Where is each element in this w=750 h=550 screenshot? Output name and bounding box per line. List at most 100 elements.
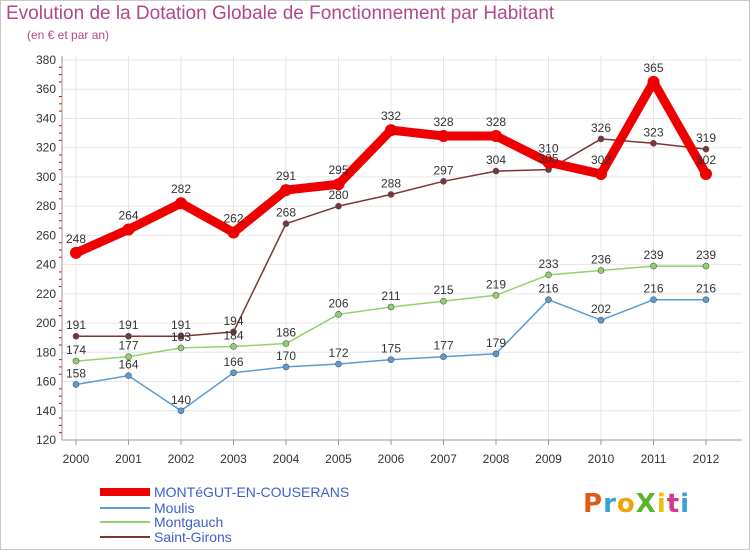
data-point — [492, 167, 500, 175]
data-label: 248 — [66, 232, 86, 246]
data-point — [230, 369, 237, 377]
data-label: 302 — [591, 153, 611, 167]
data-label: 175 — [381, 342, 401, 356]
data-label: 186 — [276, 326, 296, 340]
logo-letter: o — [616, 489, 636, 519]
data-point — [385, 124, 397, 137]
data-label: 206 — [328, 296, 348, 310]
data-label: 215 — [433, 283, 453, 297]
data-label: 236 — [591, 252, 611, 266]
data-label: 264 — [118, 209, 138, 223]
y-tick-label: 200 — [36, 316, 56, 330]
logo-letter: X — [635, 489, 657, 519]
data-point — [387, 191, 395, 198]
legend-item-montegut: MONTéGUT-EN-COUSERANS — [100, 484, 350, 500]
legend-swatch — [100, 521, 150, 523]
logo-letter: P — [583, 489, 604, 519]
legend-label: MONTéGUT-EN-COUSERANS — [154, 484, 350, 500]
data-label: 158 — [66, 366, 86, 380]
chart-title: Evolution de la Dotation Globale de Fonc… — [6, 3, 555, 24]
data-point — [230, 343, 237, 350]
legend-item-saint-girons: Saint-Girons — [100, 529, 232, 545]
data-label: 194 — [223, 314, 243, 328]
data-point — [125, 353, 132, 360]
chart-subtitle: (en € et par an) — [27, 28, 110, 42]
x-tick-label: 2010 — [588, 452, 615, 466]
x-tick-label: 2005 — [325, 452, 352, 466]
data-label: 216 — [538, 282, 558, 296]
data-label: 211 — [381, 289, 400, 303]
y-tick-label: 340 — [36, 111, 56, 125]
data-label: 191 — [118, 318, 138, 332]
data-point — [175, 197, 187, 210]
data-point — [335, 202, 342, 210]
data-label: 268 — [276, 206, 296, 220]
y-tick-label: 180 — [36, 345, 56, 359]
data-point — [437, 130, 450, 142]
data-point — [545, 296, 552, 303]
data-point — [492, 350, 500, 358]
proxiti-logo: ProXiti — [583, 489, 690, 519]
data-label: 297 — [433, 163, 453, 177]
data-point — [650, 262, 657, 270]
data-label: 239 — [696, 248, 716, 262]
data-label: 183 — [171, 330, 191, 344]
data-point — [490, 130, 502, 142]
data-point — [335, 311, 342, 318]
y-tick-label: 160 — [36, 375, 56, 389]
data-label: 174 — [66, 343, 86, 357]
data-point — [702, 145, 710, 153]
x-tick-label: 2009 — [535, 452, 562, 466]
data-label: 216 — [643, 282, 663, 296]
data-point — [387, 303, 395, 311]
y-tick-label: 240 — [36, 258, 56, 272]
logo-letter: i — [680, 489, 691, 519]
data-point — [595, 168, 607, 180]
data-label: 216 — [696, 282, 716, 296]
data-label: 282 — [171, 182, 191, 196]
data-label: 170 — [276, 349, 296, 363]
x-tick-label: 2012 — [693, 452, 720, 466]
data-label: 302 — [696, 153, 716, 167]
data-label: 177 — [433, 339, 453, 353]
data-label: 280 — [328, 188, 348, 202]
data-label: 262 — [223, 211, 243, 225]
data-label: 365 — [643, 61, 663, 75]
x-tick-label: 2007 — [430, 452, 457, 466]
legend-swatch — [100, 488, 150, 496]
data-point — [702, 262, 710, 270]
data-point — [177, 332, 185, 340]
legend-item-montgauch: Montgauch — [100, 514, 223, 530]
data-point — [332, 178, 345, 191]
data-label: 202 — [591, 302, 611, 316]
data-label: 219 — [486, 277, 506, 291]
data-point — [70, 246, 82, 259]
x-tick-label: 2006 — [378, 452, 405, 466]
x-tick-label: 2003 — [220, 452, 247, 466]
y-tick-label: 380 — [36, 53, 56, 67]
data-point — [700, 168, 712, 180]
y-tick-label: 260 — [36, 228, 56, 242]
data-point — [282, 363, 290, 371]
legend-label: Saint-Girons — [154, 529, 232, 545]
y-tick-label: 120 — [36, 433, 56, 447]
data-label: 166 — [223, 355, 243, 369]
data-point — [440, 297, 447, 305]
x-tick-label: 2001 — [115, 452, 142, 466]
data-label: 239 — [643, 248, 663, 262]
logo-letter: t — [666, 489, 681, 519]
data-point — [597, 316, 605, 324]
data-point — [597, 135, 605, 143]
data-point — [492, 292, 500, 299]
data-point — [650, 140, 657, 147]
data-label: 288 — [381, 176, 401, 190]
x-tick-label: 2008 — [483, 452, 510, 466]
data-point — [72, 332, 80, 340]
data-point — [280, 184, 292, 197]
data-point — [230, 328, 237, 336]
data-point — [387, 356, 395, 363]
data-label: 140 — [171, 393, 191, 407]
data-label: 323 — [643, 125, 663, 139]
logo-letter: r — [603, 489, 617, 519]
data-point — [177, 344, 185, 352]
